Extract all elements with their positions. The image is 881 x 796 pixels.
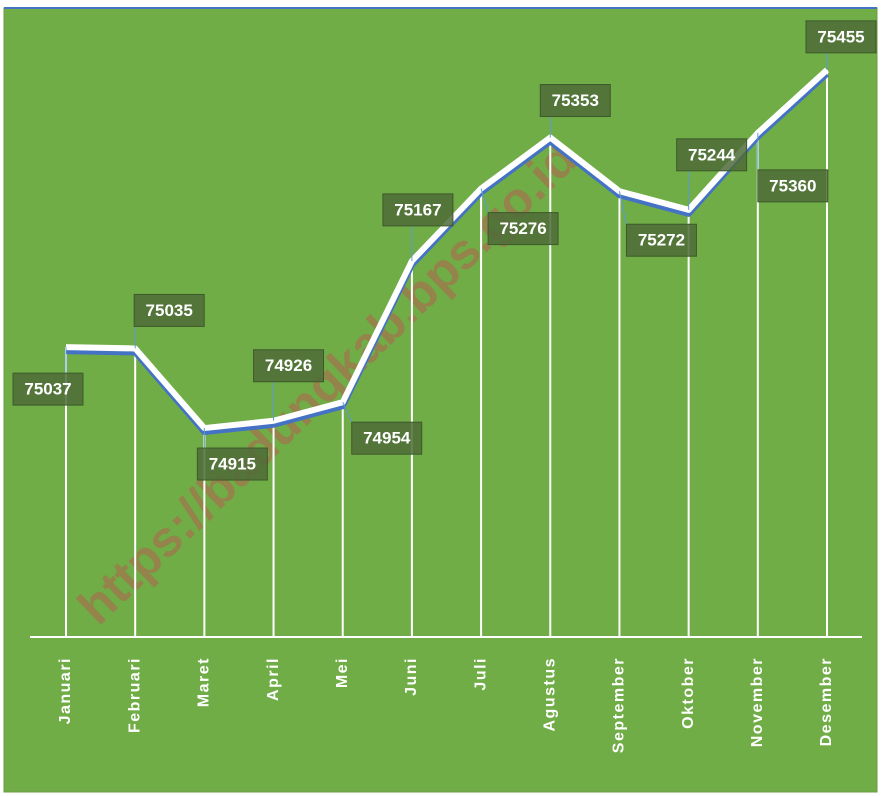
leader-line bbox=[342, 401, 353, 423]
data-label-box bbox=[133, 293, 205, 327]
data-label: 75244 bbox=[688, 145, 736, 164]
data-label-box bbox=[196, 447, 268, 481]
data-label: 75035 bbox=[146, 301, 193, 320]
data-label: 75455 bbox=[817, 27, 864, 46]
data-label: 75272 bbox=[638, 231, 685, 250]
x-tick-label: Juli bbox=[472, 657, 489, 691]
x-tick-label: Mei bbox=[334, 657, 351, 688]
data-label-box bbox=[12, 372, 84, 406]
data-label-box bbox=[625, 223, 697, 257]
data-label: 74926 bbox=[265, 356, 312, 375]
data-label-box bbox=[676, 138, 748, 172]
x-tick-label: Februari bbox=[126, 657, 143, 733]
data-label: 75360 bbox=[769, 176, 816, 195]
data-label: 74954 bbox=[363, 429, 411, 448]
x-tick-label: Oktober bbox=[680, 657, 697, 729]
leader-line bbox=[618, 191, 627, 225]
leader-line bbox=[480, 188, 489, 213]
data-label: 74915 bbox=[209, 455, 256, 474]
data-label-box bbox=[487, 212, 559, 246]
data-label: 75037 bbox=[24, 380, 71, 399]
data-label: 75167 bbox=[394, 200, 441, 219]
data-label-box bbox=[253, 349, 325, 383]
data-label-box bbox=[757, 169, 829, 203]
data-label-box bbox=[539, 84, 611, 118]
data-label: 75276 bbox=[499, 219, 546, 238]
x-tick-label: Juni bbox=[403, 657, 420, 696]
x-tick-label: November bbox=[749, 657, 766, 747]
x-tick-label: Desember bbox=[818, 657, 835, 746]
x-tick-label: April bbox=[265, 657, 282, 701]
data-label: 75353 bbox=[552, 91, 599, 110]
x-tick-label: Agustus bbox=[541, 657, 558, 732]
data-label-box bbox=[382, 193, 454, 227]
data-label-box bbox=[351, 421, 423, 455]
x-tick-label: September bbox=[611, 657, 628, 753]
data-label-box bbox=[805, 20, 877, 54]
x-tick-label: Maret bbox=[196, 657, 213, 707]
x-tick-label: Januari bbox=[57, 657, 74, 724]
